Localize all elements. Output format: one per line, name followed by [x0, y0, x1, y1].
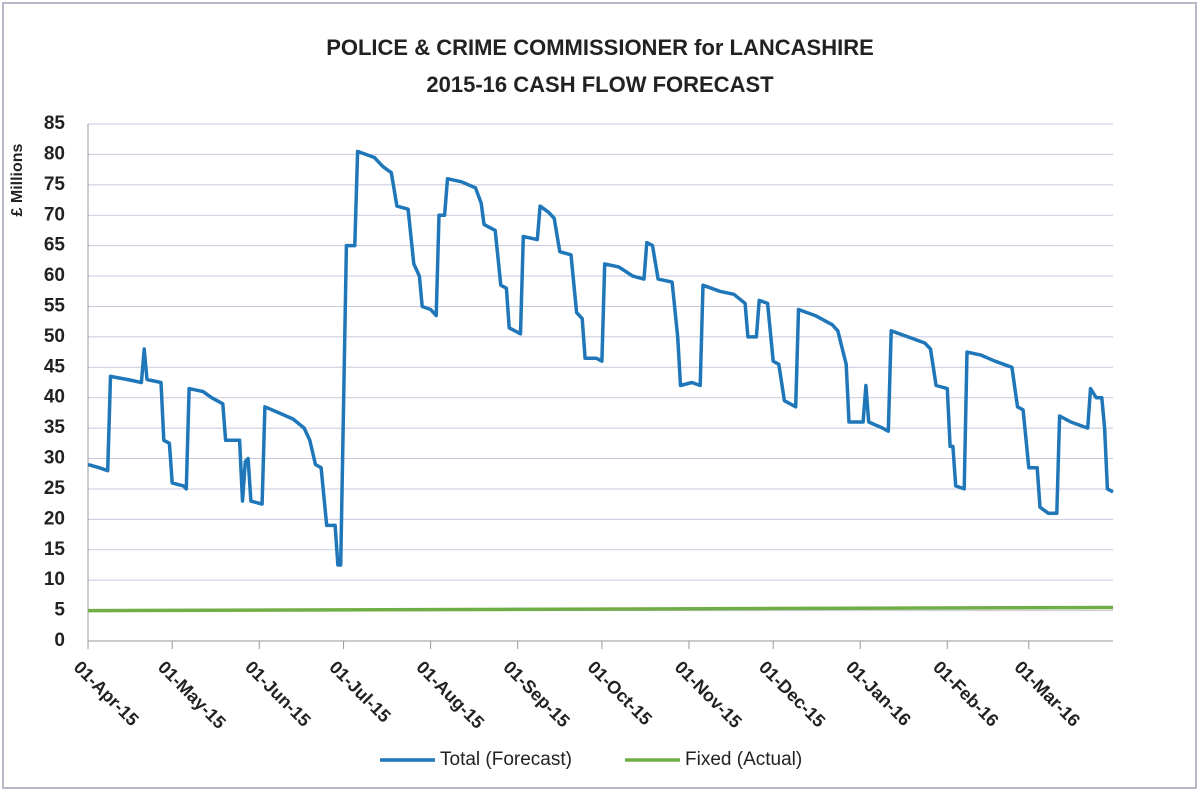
data-line [87, 605, 1114, 613]
y-tick-label: 80 [44, 143, 65, 164]
y-tick-label: 75 [44, 174, 66, 195]
y-tick-label: 25 [44, 478, 66, 499]
y-tick-label: 45 [44, 356, 66, 377]
y-tick-label: 50 [44, 326, 65, 347]
x-tick-label: 01-Feb-16 [929, 657, 1003, 731]
y-tick-label: 70 [44, 204, 65, 225]
y-tick-label: 0 [54, 630, 65, 651]
y-tick-label: 40 [44, 387, 65, 408]
x-tick-label: 01-Jun-15 [241, 657, 315, 731]
chart-title: 2015-16 CASH FLOW FORECAST [426, 72, 774, 97]
y-tick-label: 10 [44, 569, 65, 590]
y-tick-label: 55 [44, 295, 66, 316]
y-tick-label: 5 [54, 600, 65, 621]
x-tick-label: 01-May-15 [154, 657, 230, 733]
x-tick-label: 01-Aug-15 [412, 657, 488, 733]
y-axis-label: £ Millions [9, 143, 26, 216]
x-tick-label: 01-Jul-15 [325, 657, 394, 726]
y-tick-label: 35 [44, 417, 66, 438]
legend-label: Fixed (Actual) [685, 749, 802, 770]
chart-title: POLICE & CRIME COMMISSIONER for LANCASHI… [326, 35, 874, 60]
y-tick-label: 30 [44, 448, 65, 469]
y-tick-label: 15 [44, 539, 66, 560]
y-tick-label: 60 [44, 265, 65, 286]
x-tick-label: 01-Dec-15 [755, 657, 829, 731]
y-tick-label: 85 [44, 113, 66, 134]
x-tick-label: 01-Nov-15 [671, 657, 746, 732]
legend-label: Total (Forecast) [440, 749, 572, 770]
x-tick-label: 01-Jan-16 [842, 657, 915, 730]
data-line [87, 149, 1114, 567]
x-tick-label: 01-Oct-15 [584, 657, 656, 729]
x-tick-label: 01-Mar-16 [1011, 657, 1085, 731]
x-tick-label: 01-Apr-15 [70, 657, 143, 730]
x-tick-label: 01-Sep-15 [499, 657, 573, 731]
y-tick-label: 65 [44, 235, 66, 256]
y-tick-label: 20 [44, 508, 65, 529]
